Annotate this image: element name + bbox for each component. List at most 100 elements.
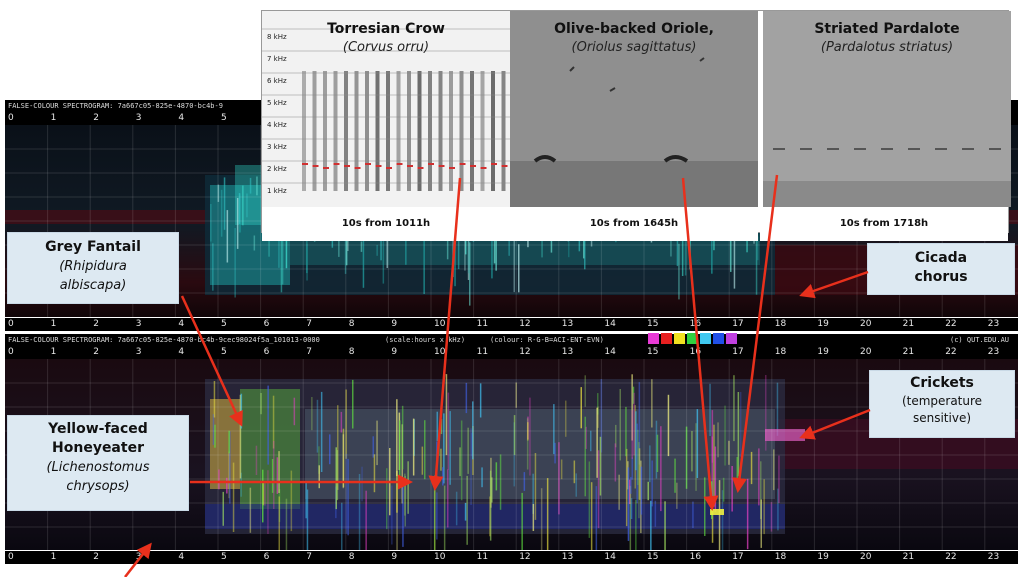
spectrogram-streak bbox=[465, 382, 468, 414]
spectrogram-streak bbox=[464, 502, 467, 521]
crickets-arrow bbox=[799, 408, 871, 440]
hour-tick: 0 bbox=[8, 552, 14, 562]
crow-call-red bbox=[438, 165, 445, 167]
spectrogram-streak bbox=[466, 475, 468, 545]
inset-panel-crow: 8 kHz 7 kHz 6 kHz 5 kHz 4 kHz 3 kHz 2 kHz 1 kHz… bbox=[262, 11, 510, 207]
spectrogram-streak bbox=[778, 455, 780, 504]
hour-tick: 11 bbox=[476, 347, 489, 357]
spectrogram-streak bbox=[513, 415, 516, 455]
crow-call-stack bbox=[375, 71, 380, 191]
crow-call-red bbox=[386, 167, 392, 169]
hour-tick: 14 bbox=[604, 347, 616, 357]
hour-tick: 5 bbox=[221, 319, 227, 329]
crow-call-red bbox=[407, 165, 413, 167]
spectrogram-streak bbox=[526, 418, 529, 470]
colour-swatch bbox=[700, 333, 711, 344]
spectrogram-streak bbox=[460, 420, 463, 501]
hour-tick: 1 bbox=[50, 113, 57, 123]
crow-call-stack bbox=[333, 71, 338, 191]
crow-call-stack bbox=[501, 71, 506, 191]
hour-tick: 11 bbox=[476, 319, 489, 329]
spectrogram-streak bbox=[239, 394, 242, 479]
crow-call-stack bbox=[428, 71, 432, 191]
spectrogram-streak bbox=[436, 411, 438, 441]
pardalote-arrow bbox=[732, 174, 779, 493]
crow-title: Torresian Crow bbox=[327, 21, 445, 37]
hour-tick: 2 bbox=[93, 552, 99, 562]
hour-tick: 19 bbox=[817, 552, 829, 562]
spectrogram-streak bbox=[714, 446, 717, 512]
crow-call-stack bbox=[386, 71, 390, 191]
oriole-latin-text: (Oriolus sagittatus) bbox=[571, 40, 697, 55]
spectrogram-streak bbox=[218, 469, 220, 490]
spectrogram-streak bbox=[262, 469, 264, 523]
bottom-spectrogram-graphic bbox=[5, 359, 1018, 577]
hour-tick: 7 bbox=[306, 552, 312, 562]
spectrogram-streak bbox=[212, 243, 214, 291]
grey-fantail-callout: Grey Fantail (Rhipidura albiscapa) bbox=[7, 232, 179, 304]
crow-call-red bbox=[344, 165, 350, 167]
spectrogram-streak bbox=[249, 487, 252, 533]
hour-tick: 4 bbox=[178, 319, 185, 329]
spectrogram-streak bbox=[260, 393, 262, 415]
spectrogram-streak bbox=[546, 478, 549, 560]
bottom-hour-axis-lower: 0 1 2 3 4 5 6 7 8 9 10 11 12 13 14 15 16 17 18 19 20 21 22 23 bbox=[5, 551, 1018, 564]
spectrogram-streak bbox=[470, 428, 472, 505]
hour-tick: 12 bbox=[519, 552, 531, 562]
bottom-arrow bbox=[124, 542, 152, 577]
crow-call-stack bbox=[302, 71, 306, 191]
crow-caption: 10s from 1011h bbox=[262, 207, 510, 241]
hour-tick: 3 bbox=[135, 347, 142, 357]
crickets-name: Crickets bbox=[910, 375, 974, 391]
honeyeater-name-1: Yellow-faced bbox=[48, 421, 148, 437]
spectrogram-streak bbox=[217, 184, 220, 202]
hour-tick: 15 bbox=[647, 347, 659, 357]
crow-call-stack bbox=[396, 71, 401, 191]
spectrogram-streak bbox=[396, 399, 398, 477]
spectrogram-streak bbox=[540, 488, 543, 570]
honeyeater-latin-1: (Lichenostomus bbox=[46, 460, 150, 475]
spectrogram-streak bbox=[730, 214, 732, 272]
spectrogram-streak bbox=[306, 228, 308, 274]
crow-call-red bbox=[396, 163, 403, 165]
spectrogram-streak bbox=[226, 210, 229, 263]
spectrogram-streak bbox=[345, 453, 348, 534]
pardalote-spectrogram-graphic bbox=[763, 11, 1011, 207]
spectrogram-streak bbox=[424, 420, 426, 480]
spectrogram-streak bbox=[271, 459, 274, 493]
hour-tick: 17 bbox=[732, 552, 744, 562]
cicada-chorus-callout: Cicada chorus bbox=[867, 243, 1015, 295]
spectrogram-streak bbox=[660, 426, 662, 512]
spectrogram-streak bbox=[527, 422, 529, 441]
spectrogram-streak bbox=[651, 379, 653, 428]
spectrogram-streak bbox=[281, 223, 284, 285]
colour-swatch bbox=[687, 333, 698, 344]
spectrogram-streak bbox=[278, 451, 280, 493]
spectrogram-streak bbox=[467, 209, 470, 274]
crow-latin: (Corvus orru) bbox=[262, 40, 510, 55]
spectrogram-streak bbox=[443, 413, 445, 484]
crow-call-red bbox=[323, 167, 329, 169]
hour-tick: 14 bbox=[604, 319, 616, 329]
spectrogram-streak bbox=[467, 234, 470, 280]
spectrogram-streak bbox=[311, 397, 313, 431]
hour-tick: 4 bbox=[178, 113, 185, 123]
spectrogram-streak bbox=[746, 478, 749, 550]
spectrogram-streak bbox=[467, 427, 469, 474]
spectrogram-streak bbox=[445, 374, 448, 456]
spectrogram-streak bbox=[489, 496, 491, 537]
khz-label: 4 kHz bbox=[267, 121, 287, 129]
spectrogram-streak bbox=[553, 404, 555, 455]
crow-call-stack bbox=[312, 71, 317, 191]
spectrogram-streak bbox=[396, 480, 398, 555]
spectrogram-streak bbox=[575, 473, 577, 497]
hour-tick: 22 bbox=[945, 552, 957, 562]
spectrogram-streak bbox=[684, 241, 687, 276]
spectrogram-streak bbox=[280, 228, 283, 293]
crow-call-stack bbox=[354, 71, 359, 191]
hour-tick: 3 bbox=[135, 113, 142, 123]
crow-grid bbox=[262, 28, 510, 184]
spectrogram-streak bbox=[625, 406, 627, 457]
spectrogram-streak bbox=[255, 445, 258, 475]
spectrogram-streak bbox=[674, 458, 676, 493]
